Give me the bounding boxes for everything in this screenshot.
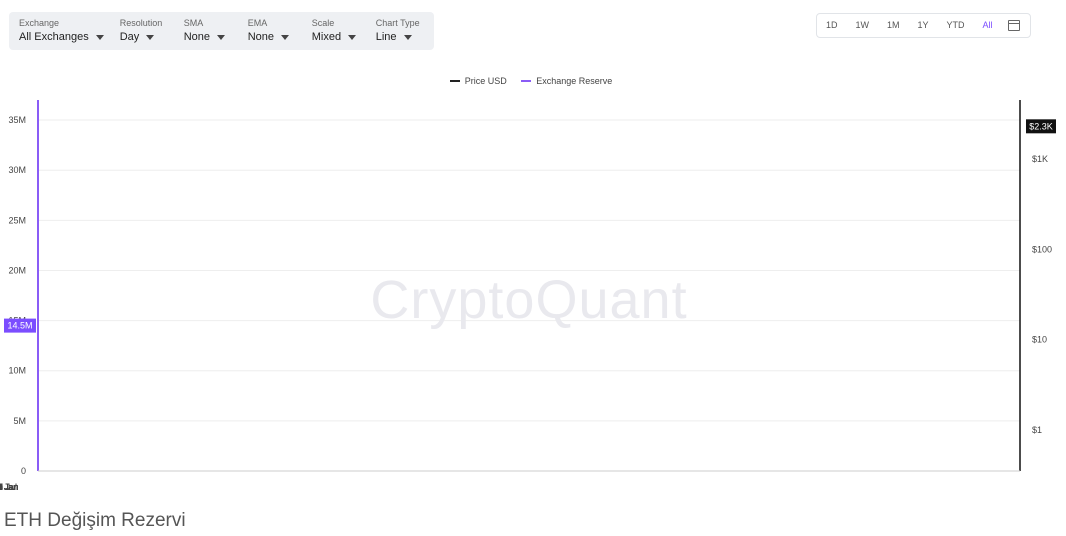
range-ytd-button[interactable]: YTD [946, 20, 965, 30]
calendar-icon[interactable] [1007, 20, 1020, 31]
sma-select[interactable]: SMA None [176, 12, 240, 50]
chevron-down-icon [95, 34, 104, 40]
control-label: Exchange [19, 18, 60, 28]
chart-controls: Exchange All Exchanges Resolution Day SM… [9, 12, 434, 50]
x-tick-label: 2021 Jul [0, 482, 17, 492]
x-tick-label: 2024 Jul [0, 482, 17, 492]
chart-plot: 05M10M15M20M25M30M35M$1$10$100$1K2016 Ja… [0, 0, 1056, 492]
control-label: Resolution [119, 18, 163, 28]
control-value: Line [375, 31, 397, 43]
range-1y-button[interactable]: 1Y [917, 20, 929, 30]
range-1d-button[interactable]: 1D [826, 20, 838, 30]
x-tick-label: 2024 Jan [0, 482, 19, 492]
y-left-tick-label: 30M [8, 165, 26, 175]
control-value: Mixed [311, 31, 342, 43]
x-tick-label: 2022 Jan [0, 482, 19, 492]
x-tick-label: 2020 Jan [0, 482, 19, 492]
reserve-current-badge [4, 318, 36, 333]
control-label: Chart Type [375, 18, 420, 28]
y-right-tick-label: $100 [1032, 244, 1052, 254]
x-tick-label: 2016 Jul [0, 482, 17, 492]
chevron-down-icon [281, 34, 290, 40]
control-value: None [183, 31, 211, 43]
x-tick-label: 2025 Jul [0, 482, 17, 492]
ema-select[interactable]: EMA None [240, 12, 304, 50]
x-tick-label: 2023 Jul [0, 482, 17, 492]
legend-label: Exchange Reserve [536, 76, 613, 86]
legend-item-price[interactable]: Price USD [449, 76, 507, 86]
x-tick-label: 2018 Jul [0, 482, 17, 492]
x-tick-label: 2018 Jan [0, 482, 19, 492]
y-left-tick-label: 35M [8, 115, 26, 125]
x-tick-label: 2017 Jul [0, 482, 17, 492]
y-left-tick-label: 20M [8, 265, 26, 275]
x-tick-label: 2025 Jan [0, 482, 19, 492]
x-tick-label: 2026 Jan [0, 482, 19, 492]
x-tick-label: 2016 Jan [0, 482, 19, 492]
legend-swatch [521, 80, 532, 82]
scale-select[interactable]: Scale Mixed [304, 12, 368, 50]
control-value: None [247, 31, 275, 43]
y-left-tick-label: 5M [13, 416, 26, 426]
y-right-tick-label: $1 [1032, 425, 1042, 435]
y-left-tick-label: 25M [8, 215, 26, 225]
legend-item-reserve[interactable]: Exchange Reserve [521, 76, 612, 86]
chart-type-select[interactable]: Chart Type Line [368, 12, 432, 50]
y-left-tick-label: 10M [8, 366, 26, 376]
chevron-down-icon [348, 34, 357, 40]
x-tick-label: 2019 Jul [0, 482, 17, 492]
page-caption: ETH Değişim Rezervi [4, 510, 186, 531]
legend-label: Price USD [464, 76, 507, 86]
chevron-down-icon [403, 34, 412, 40]
x-tick-label: 2022 Jul [0, 482, 17, 492]
control-value: All Exchanges [19, 31, 89, 43]
chart-legend: Price USD Exchange Reserve [0, 74, 1062, 86]
range-all-button[interactable]: All [982, 20, 993, 30]
y-right-tick-label: $10 [1032, 335, 1047, 345]
resolution-select[interactable]: Resolution Day [112, 12, 176, 50]
control-label: EMA [247, 18, 268, 28]
exchange-select[interactable]: Exchange All Exchanges [11, 12, 112, 50]
y-right-tick-label: $1K [1032, 154, 1048, 164]
control-label: Scale [311, 18, 335, 28]
price-current-label: $2.3K [1029, 121, 1053, 131]
range-1m-button[interactable]: 1M [887, 20, 900, 30]
legend-swatch [449, 80, 460, 82]
x-tick-label: 2019 Jan [0, 482, 19, 492]
reserve-current-label: 14.5M [7, 321, 32, 331]
y-left-tick-label: 0 [21, 466, 26, 476]
price-current-badge [1026, 119, 1056, 134]
time-range-selector: 1D 1W 1M 1Y YTD All [816, 13, 1031, 38]
chevron-down-icon [217, 34, 226, 40]
chevron-down-icon [146, 34, 155, 40]
watermark-logo: CryptoQuant [370, 270, 687, 330]
x-tick-label: 2020 Jul [0, 482, 17, 492]
range-1w-button[interactable]: 1W [855, 20, 870, 30]
x-tick-label: 2023 Jan [0, 482, 19, 492]
x-tick-label: 2017 Jan [0, 482, 19, 492]
chart-card: Exchange All Exchanges Resolution Day SM… [0, 0, 1062, 492]
control-value: Day [119, 31, 140, 43]
control-label: SMA [183, 18, 204, 28]
x-tick-label: 2021 Jan [0, 482, 19, 492]
